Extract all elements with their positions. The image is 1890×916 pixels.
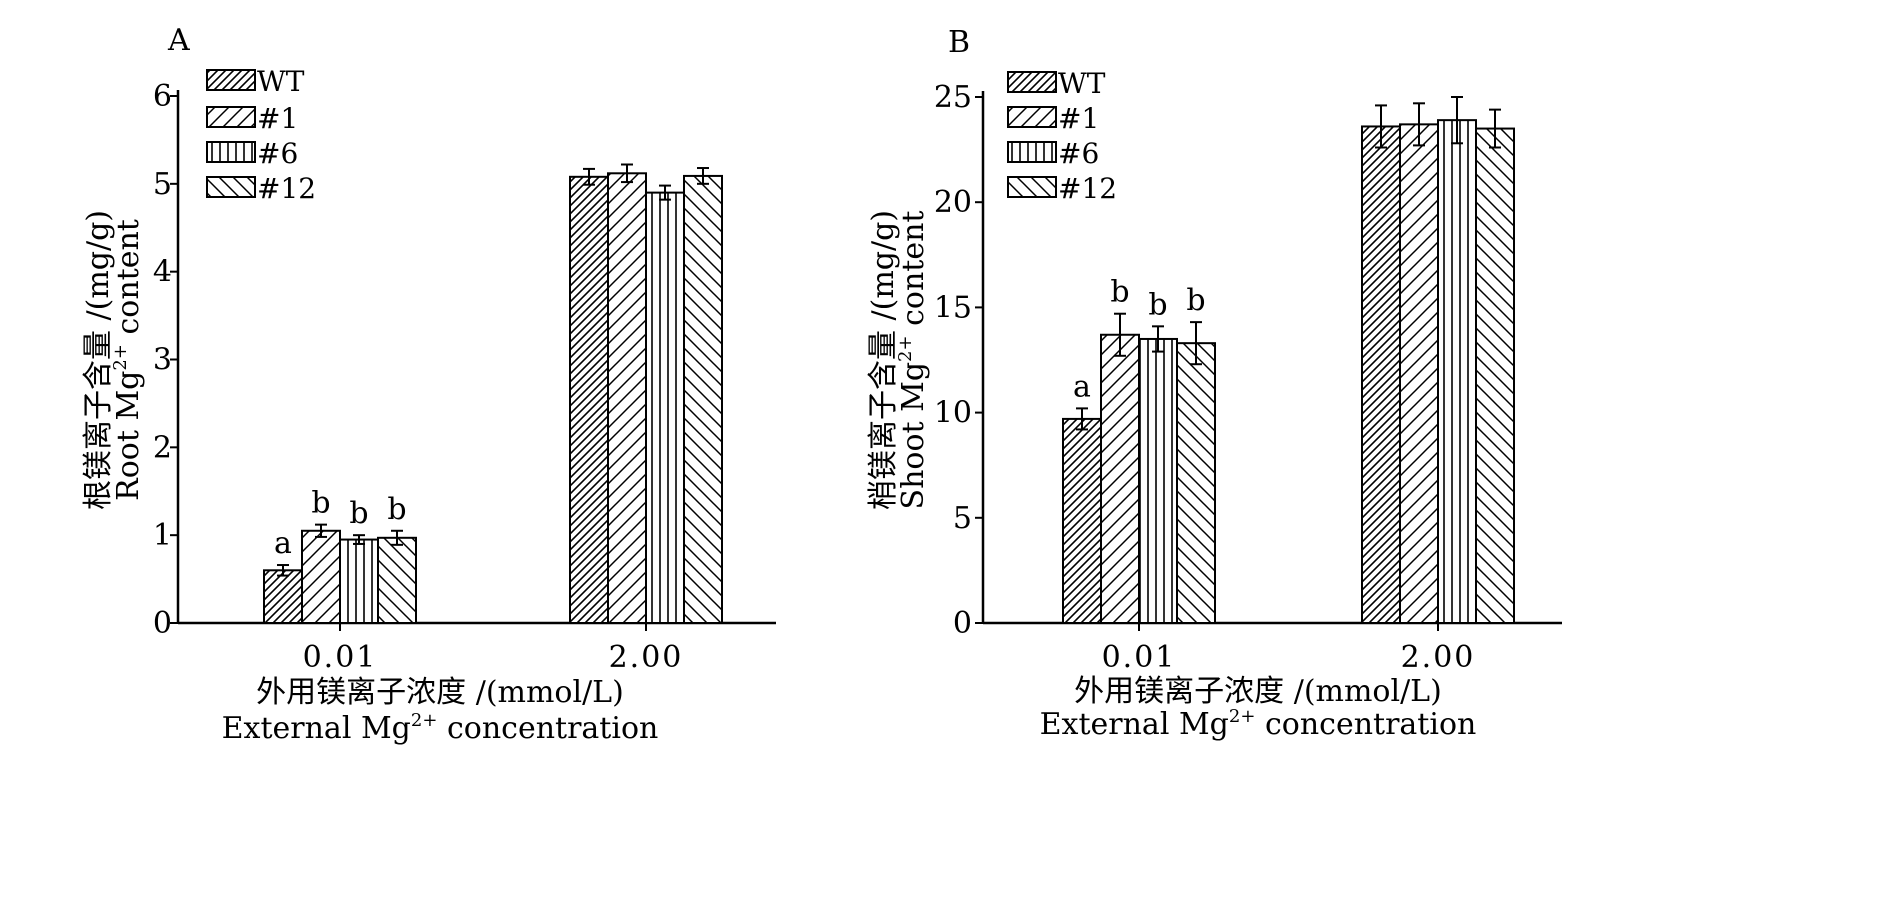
bar [1475, 127, 1515, 624]
bar [263, 569, 303, 624]
bar [1062, 417, 1102, 624]
x-tick-label: 2.00 [609, 640, 684, 675]
panel-label: A [167, 23, 190, 58]
bar [339, 538, 379, 625]
x-tick-label: 2.00 [1401, 640, 1476, 675]
y-axis-title-cn: 梢镁离子含量 /(mg/g) [866, 210, 901, 510]
y-tick-label: 5 [153, 167, 172, 202]
legend-label: WT [257, 65, 305, 98]
y-axis-title-en-sup: 2+ [895, 335, 916, 362]
bar [301, 529, 341, 625]
y-axis-title-en-sup: 2+ [110, 344, 131, 371]
bar [1138, 337, 1178, 624]
bar [1437, 119, 1477, 624]
y-tick-label: 0 [153, 606, 172, 641]
y-axis-title: 根镁离子含量 /(mg/g) Root Mg2+ content [81, 210, 146, 510]
significance-letter: a [1073, 369, 1091, 404]
legend-label: #12 [1058, 172, 1117, 205]
legend-label: #1 [257, 102, 298, 135]
x-axis-title-en-tail: concentration [1255, 707, 1476, 742]
y-axis-title-en-tail: content [111, 219, 146, 344]
x-axis-title-en-main: External Mg [1040, 707, 1229, 742]
significance-letter: a [274, 526, 292, 561]
panel-label: B [948, 25, 970, 60]
bar [607, 172, 647, 624]
y-tick-label: 6 [153, 79, 172, 114]
y-tick-label: 10 [934, 396, 972, 431]
bar [1176, 342, 1216, 624]
bar [1361, 125, 1401, 625]
legend-label: WT [1058, 67, 1106, 100]
significance-letter: b [311, 486, 330, 521]
x-axis-title-en: External Mg2+ concentration [222, 710, 659, 746]
significance-letter: b [1148, 287, 1167, 322]
panel-b: B 梢镁离子含量 /(mg/g) Shoot Mg2+ content 外用镁离… [866, 25, 1562, 742]
legend-swatch [206, 141, 256, 163]
y-tick-label: 3 [153, 343, 172, 378]
x-axis-title-cn: 外用镁离子浓度 /(mmol/L) [1074, 674, 1442, 709]
legend-label: #6 [257, 137, 298, 170]
y-axis-title-en-main: Root Mg [111, 371, 146, 501]
x-axis-title-en-main: External Mg [222, 711, 411, 746]
y-tick-label: 15 [934, 290, 972, 325]
x-axis-title-en-sup: 2+ [411, 710, 438, 731]
bar [1100, 333, 1140, 624]
y-axis-title-en-tail: content [896, 211, 931, 336]
y-axis-title-en: Shoot Mg2+ content [895, 211, 931, 510]
legend-label: #1 [1058, 102, 1099, 135]
bar [683, 174, 723, 624]
legend-swatch [206, 176, 256, 198]
legend-label: #6 [1058, 137, 1099, 170]
legend-swatch [206, 69, 256, 91]
x-axis-title-en: External Mg2+ concentration [1040, 706, 1477, 742]
legend-swatch [206, 106, 256, 128]
bar [645, 191, 685, 624]
y-axis-title-en: Root Mg2+ content [110, 219, 146, 501]
x-axis-title: 外用镁离子浓度 /(mmol/L) External Mg2+ concentr… [1040, 674, 1477, 742]
x-axis-title-en-sup: 2+ [1229, 706, 1256, 727]
legend-swatch [1007, 176, 1057, 198]
x-axis-title: 外用镁离子浓度 /(mmol/L) External Mg2+ concentr… [222, 675, 659, 746]
significance-letter: b [387, 492, 406, 527]
legend-label: #12 [257, 172, 316, 205]
y-tick-label: 20 [934, 185, 972, 220]
y-tick-label: 0 [953, 606, 972, 641]
bar [569, 175, 609, 624]
y-axis-title-en-main: Shoot Mg [896, 362, 931, 510]
y-axis-title-cn: 根镁离子含量 /(mg/g) [81, 210, 116, 510]
y-tick-label: 4 [153, 255, 172, 290]
bar [1399, 123, 1439, 625]
significance-letter: b [349, 496, 368, 531]
y-tick-label: 1 [153, 518, 172, 553]
legend-swatch [1007, 71, 1057, 93]
significance-letter: b [1186, 283, 1205, 318]
x-tick-label: 0.01 [1102, 640, 1177, 675]
x-axis-title-en-tail: concentration [437, 711, 658, 746]
legend-swatch [1007, 141, 1057, 163]
bar [377, 536, 417, 625]
significance-letter: b [1110, 275, 1129, 310]
x-axis-title-cn: 外用镁离子浓度 /(mmol/L) [256, 675, 624, 710]
y-tick-label: 25 [934, 80, 972, 115]
panel-a: A 根镁离子含量 /(mg/g) Root Mg2+ content 外用镁离子… [81, 23, 776, 746]
legend-swatch [1007, 106, 1057, 128]
x-tick-label: 0.01 [303, 640, 378, 675]
y-axis-title: 梢镁离子含量 /(mg/g) Shoot Mg2+ content [866, 210, 931, 510]
y-tick-label: 2 [153, 430, 172, 465]
y-tick-label: 5 [953, 501, 972, 536]
